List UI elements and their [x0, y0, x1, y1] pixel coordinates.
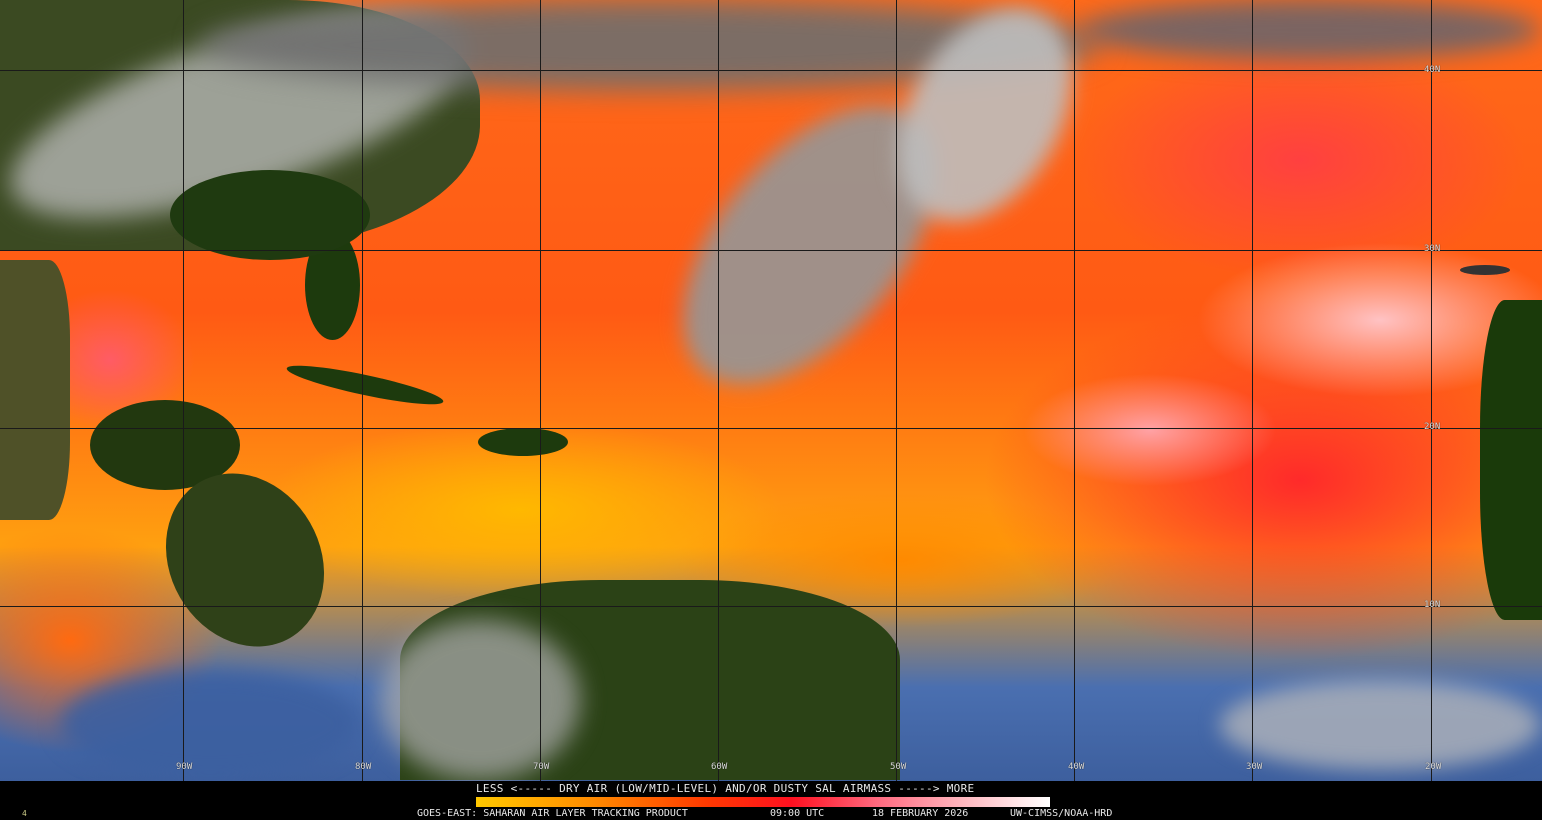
- product-name: GOES-EAST: SAHARAN AIR LAYER TRACKING PR…: [417, 808, 688, 819]
- valid-time: 09:00 UTC: [770, 808, 825, 819]
- parallel-30n: [0, 250, 1542, 251]
- meridian-60w: [718, 0, 719, 781]
- lon-label-60w: 60W: [711, 762, 728, 772]
- parallel-10n: [0, 606, 1542, 607]
- lat-label-20n: 20N: [1424, 422, 1441, 432]
- northeast-atlantic-clouds: [1080, 0, 1540, 60]
- lon-label-90w: 90W: [176, 762, 193, 772]
- meridian-70w: [540, 0, 541, 781]
- pacific-clouds: [60, 670, 360, 778]
- lon-label-20w: 20W: [1425, 762, 1442, 772]
- lon-label-70w: 70W: [533, 762, 550, 772]
- lon-label-80w: 80W: [355, 762, 372, 772]
- satellite-map: 40N 30N 20N 10N 90W 80W 70W 60W 50W 40W …: [0, 0, 1542, 781]
- canary-islands: [1460, 265, 1510, 275]
- legend-panel: LESS <----- DRY AIR (LOW/MID-LEVEL) AND/…: [0, 781, 1542, 820]
- southeast-atlantic-clouds: [1220, 680, 1540, 770]
- meridian-80w: [362, 0, 363, 781]
- valid-date: 18 FEBRUARY 2026: [872, 808, 969, 819]
- color-scale-bar: [476, 797, 1050, 807]
- africa-land: [1480, 300, 1542, 620]
- lon-label-30w: 30W: [1246, 762, 1263, 772]
- parallel-40n: [0, 70, 1542, 71]
- south-america-clouds: [380, 620, 580, 780]
- hispaniola: [478, 428, 568, 456]
- southeast-us-land: [170, 170, 370, 260]
- meridian-40w: [1074, 0, 1075, 781]
- meridian-30w: [1252, 0, 1253, 781]
- meridian-20w: [1431, 0, 1432, 781]
- credit: UW-CIMSS/NOAA-HRD: [1010, 808, 1113, 819]
- mexico-land: [0, 260, 70, 520]
- corner-mark: 4: [22, 809, 27, 818]
- meridian-90w: [183, 0, 184, 781]
- lat-label-10n: 10N: [1424, 600, 1441, 610]
- color-scale-title: LESS <----- DRY AIR (LOW/MID-LEVEL) AND/…: [476, 782, 975, 795]
- meridian-50w: [896, 0, 897, 781]
- cuba: [284, 358, 446, 412]
- lon-label-50w: 50W: [890, 762, 907, 772]
- lat-label-40n: 40N: [1424, 65, 1441, 75]
- lat-label-30n: 30N: [1424, 244, 1441, 254]
- lon-label-40w: 40W: [1068, 762, 1085, 772]
- parallel-20n: [0, 428, 1542, 429]
